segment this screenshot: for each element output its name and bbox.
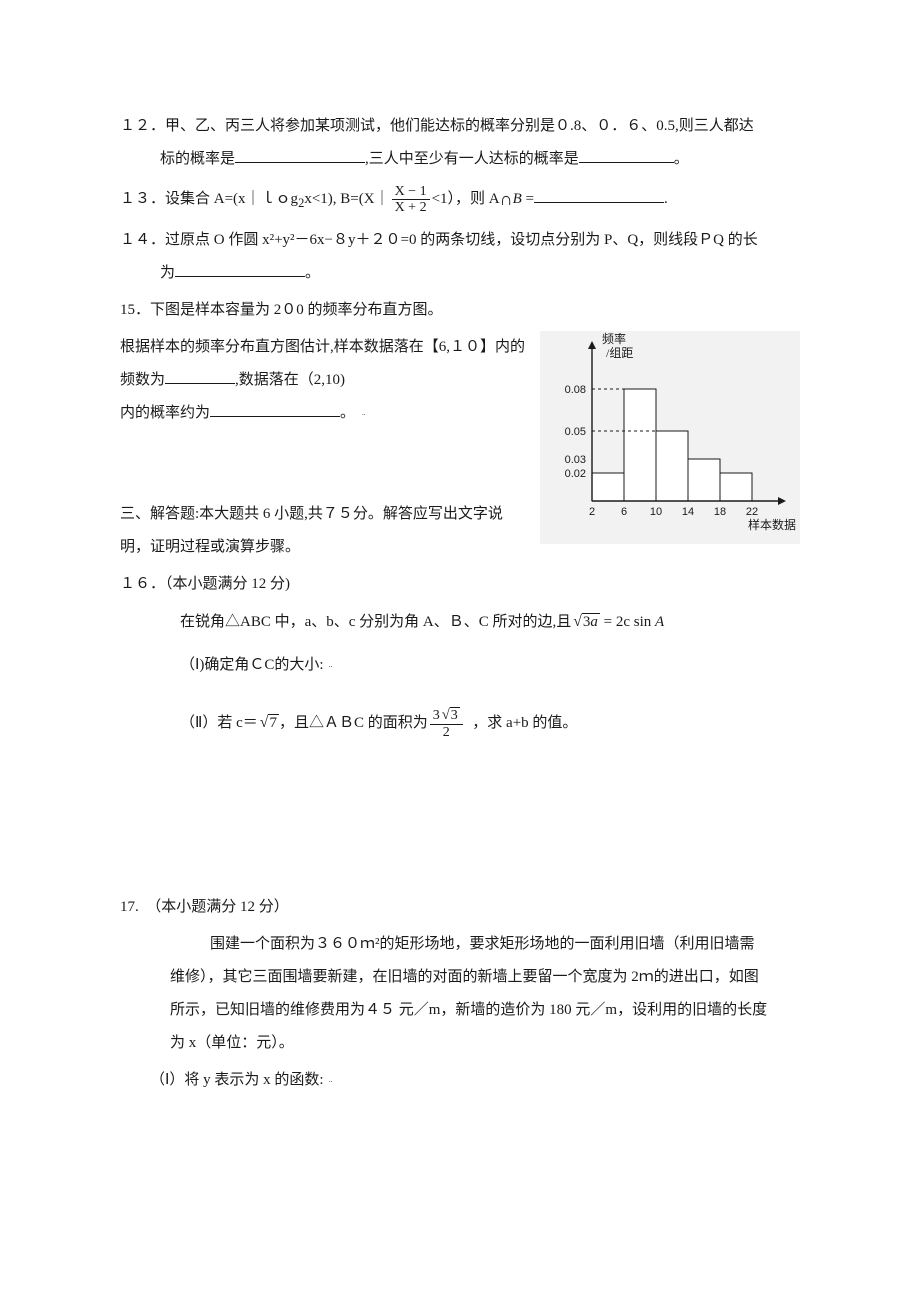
- svg-text:14: 14: [682, 506, 694, 518]
- problem-number: １６．: [120, 576, 165, 592]
- problem-16-part1: （Ⅰ)确定角ＣC的大小: ..: [180, 649, 800, 682]
- problem-15: 15．下图是样本容量为 2０0 的频率分布直方图。: [120, 294, 800, 327]
- problem-12-line2: 标的概率是,三人中至少有一人达标的概率是。: [120, 143, 800, 176]
- blank: [579, 147, 674, 164]
- small-marker: ..: [324, 1076, 333, 1084]
- problem-number: １２．: [120, 118, 165, 134]
- problem-17: 17. （本小题满分 12 分）: [120, 891, 800, 924]
- svg-text:0.05: 0.05: [565, 426, 586, 438]
- problem-14: １４．过原点 O 作圆 x²+y²－6x−８y＋２０=0 的两条切线，设切点分别…: [120, 224, 800, 290]
- problem-12: １２．甲、乙、丙三人将参加某项测试，他们能达标的概率分别是０.8、０．６、0.5…: [120, 110, 800, 176]
- svg-text:18: 18: [714, 506, 726, 518]
- sqrt-3a: 3a: [571, 605, 600, 640]
- blank: [175, 260, 305, 277]
- problem-number: 17.: [120, 899, 139, 915]
- blank: [534, 187, 664, 204]
- problem-14-line1: １４．过原点 O 作圆 x²+y²－6x−８y＋２０=0 的两条切线，设切点分别…: [120, 224, 800, 257]
- svg-text:22: 22: [746, 506, 758, 518]
- problem-13: １３．设集合 A=(x｜ｌｏg2x<1), B=(X｜X − 1X + 2<1）…: [120, 180, 800, 220]
- problem-number: １４．: [120, 232, 165, 248]
- svg-text:0.02: 0.02: [565, 468, 586, 480]
- fraction: X − 1X + 2: [392, 184, 430, 216]
- problem-17-body2: 维修），其它三面围墙要新建，在旧墙的对面的新墙上要留一个宽度为 2ｍ的进出口，如…: [120, 961, 800, 1060]
- svg-text:2: 2: [589, 506, 595, 518]
- svg-text:样本数据: 样本数据: [748, 517, 796, 531]
- svg-text:/组距: /组距: [606, 346, 633, 360]
- problem-17-body: 围建一个面积为３６０ｍ²的矩形场地，要求矩形场地的一面利用旧墙（利用旧墙需: [120, 928, 800, 961]
- section-3-title: 三、解答题:本大题共 6 小题,共７５分。解答应写出文字说明，证明过程或演算步骤…: [120, 498, 540, 564]
- svg-text:0.03: 0.03: [565, 454, 586, 466]
- problem-16-part2: （Ⅱ）若 c＝7，且△ＡＢC 的面积为332 ，求 a+b 的值。: [180, 706, 800, 741]
- problem-14-line2: 为。: [120, 257, 800, 290]
- problem-number: 15．: [120, 302, 150, 318]
- svg-text:0.08: 0.08: [565, 384, 586, 396]
- problem-16-body: 在锐角△ABC 中，a、b、c 分别为角 A、Ｂ、C 所对的边,且3a = 2c…: [120, 605, 800, 741]
- histogram-chart: 0.05 0.08 0.03 0.02 2 6 10 14 18 22 频率/组距样本数据: [540, 331, 800, 544]
- histogram-svg: 0.05 0.08 0.03 0.02 2 6 10 14 18 22 频率/组距样本数据: [540, 331, 800, 531]
- svg-text:频率: 频率: [602, 331, 626, 346]
- problem-17-part1: （Ⅰ）将 y 表示为 x 的函数: ..: [120, 1064, 800, 1097]
- problem-12-line1: １２．甲、乙、丙三人将参加某项测试，他们能达标的概率分别是０.8、０．６、0.5…: [120, 110, 800, 143]
- svg-text:10: 10: [650, 506, 662, 518]
- small-marker: ..: [355, 408, 366, 416]
- small-marker: ..: [324, 661, 333, 669]
- svg-text:6: 6: [621, 506, 627, 518]
- blank: [165, 367, 235, 384]
- area-fraction: 332: [430, 707, 463, 740]
- problem-16: １６．（本小题满分 12 分): [120, 568, 800, 601]
- sqrt-7: 7: [258, 706, 279, 741]
- problem-number: １３．: [120, 191, 165, 207]
- blank: [210, 400, 340, 417]
- problem-16-line1: 在锐角△ABC 中，a、b、c 分别为角 A、Ｂ、C 所对的边,且3a = 2c…: [180, 605, 800, 640]
- intersection-symbol: ∩: [500, 180, 513, 220]
- spacer: [120, 741, 800, 891]
- blank: [235, 147, 365, 164]
